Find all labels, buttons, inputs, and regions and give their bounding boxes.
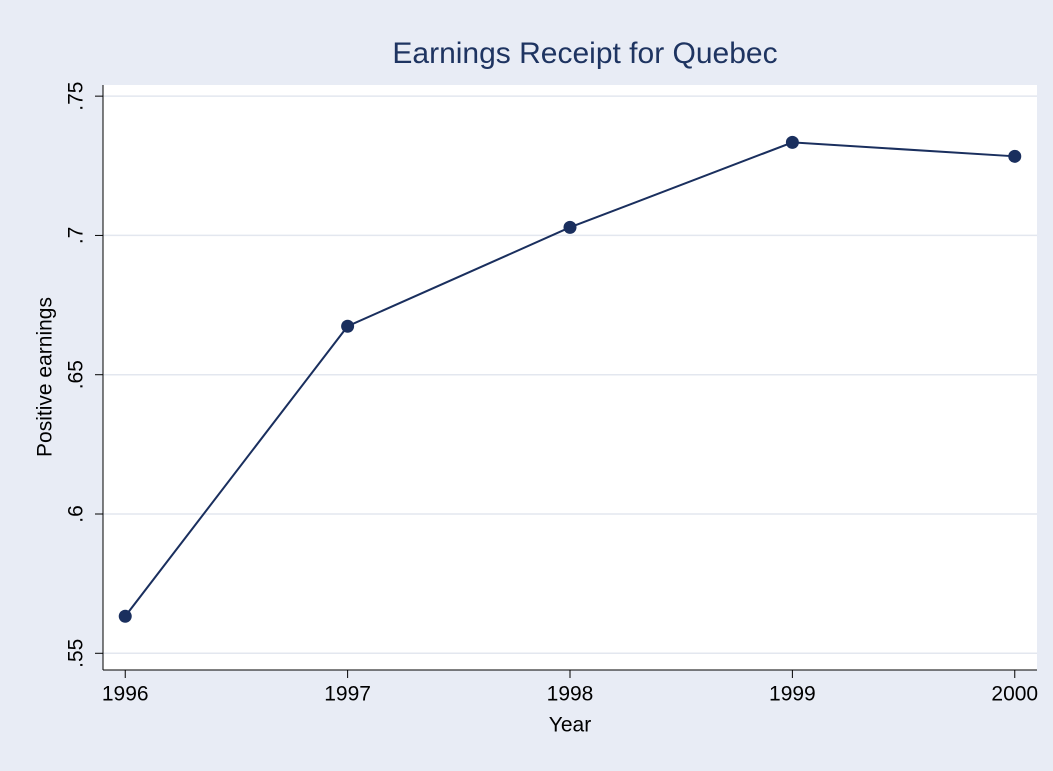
y-tick-label: .6	[65, 505, 88, 523]
plot-area	[103, 85, 1037, 670]
y-tick-label: .65	[65, 360, 88, 389]
chart-title: Earnings Receipt for Quebec	[392, 37, 777, 70]
x-tick-label: 1996	[102, 683, 149, 706]
point	[118, 609, 132, 623]
y-axis-label: Positive earnings	[34, 297, 57, 457]
y-tick-label: .7	[65, 227, 88, 245]
x-tick-label: 1999	[769, 683, 816, 706]
y-tick-label: .75	[65, 82, 88, 111]
y-tick-label: .55	[65, 639, 88, 668]
point	[1008, 149, 1022, 163]
x-axis-label: Year	[549, 714, 591, 737]
point	[785, 135, 799, 149]
point	[563, 220, 577, 234]
x-tick-label: 2000	[991, 683, 1038, 706]
point	[341, 319, 355, 333]
x-tick-label: 1998	[547, 683, 594, 706]
x-tick-label: 1997	[324, 683, 371, 706]
